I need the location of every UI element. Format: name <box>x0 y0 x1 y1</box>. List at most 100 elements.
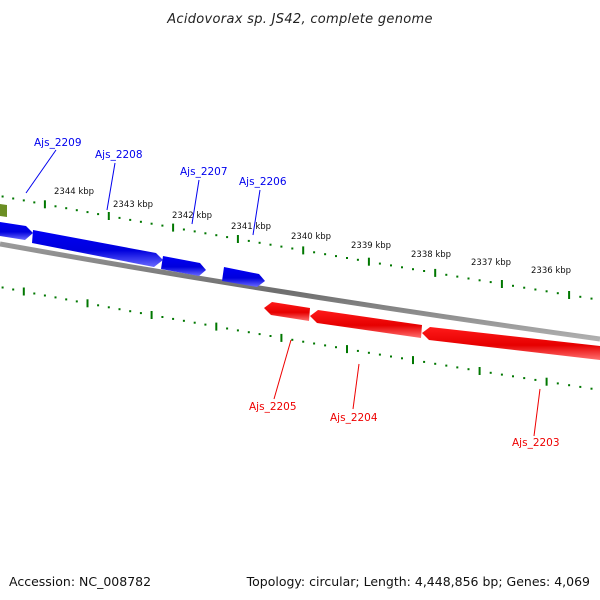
minor-tick <box>33 292 36 295</box>
gene-leader-lines <box>25 149 541 437</box>
minor-tick <box>523 286 526 289</box>
partial-gene-feature <box>0 204 7 217</box>
minor-tick <box>590 387 593 390</box>
minor-tick <box>107 306 110 309</box>
minor-tick <box>534 378 537 381</box>
gene-label-reverse[interactable]: Ajs_2204 <box>330 412 378 424</box>
minor-tick <box>302 340 305 343</box>
outer-scale-ticks <box>1 195 593 300</box>
major-tick <box>280 333 283 342</box>
gene-label-forward[interactable]: Ajs_2208 <box>95 149 143 161</box>
gene-label-reverse[interactable]: Ajs_2205 <box>249 401 297 413</box>
minor-tick <box>313 251 316 254</box>
gene-feature-reverse[interactable] <box>422 327 600 360</box>
minor-tick <box>590 297 593 300</box>
minor-tick <box>118 216 121 219</box>
major-tick <box>367 257 370 266</box>
minor-tick <box>161 224 164 227</box>
minor-tick <box>467 277 470 280</box>
minor-tick <box>97 213 100 216</box>
minor-tick <box>423 360 426 363</box>
major-tick <box>346 345 348 354</box>
minor-tick <box>512 284 514 287</box>
gene-feature-forward[interactable] <box>222 267 265 287</box>
minor-tick <box>65 207 68 210</box>
minor-tick <box>43 294 46 297</box>
gene-feature-forward[interactable] <box>0 222 33 240</box>
major-tick <box>107 212 110 220</box>
gene-feature-reverse[interactable] <box>310 310 422 338</box>
minor-tick <box>356 349 359 352</box>
scale-label: 2336 kbp <box>531 266 571 276</box>
minor-tick <box>512 375 514 378</box>
minor-tick <box>500 373 503 376</box>
minor-tick <box>139 312 142 315</box>
gene-feature-reverse[interactable] <box>264 302 310 321</box>
minor-tick <box>280 245 283 248</box>
minor-tick <box>556 292 559 295</box>
minor-tick <box>247 331 250 334</box>
minor-tick <box>12 197 15 200</box>
minor-tick <box>478 279 481 282</box>
minor-tick <box>226 327 229 330</box>
major-tick <box>43 200 46 209</box>
minor-tick <box>182 228 185 231</box>
scale-label: 2340 kbp <box>291 232 331 242</box>
minor-tick <box>1 195 4 198</box>
minor-tick <box>579 295 582 298</box>
minor-tick <box>324 253 327 256</box>
minor-tick <box>139 220 142 223</box>
gene-feature-forward[interactable] <box>32 230 163 267</box>
major-tick <box>86 299 89 308</box>
minor-tick <box>445 273 448 276</box>
minor-tick <box>1 286 4 289</box>
minor-tick <box>193 321 196 324</box>
gene-label-forward[interactable]: Ajs_2207 <box>180 166 228 178</box>
gene-label-reverse[interactable]: Ajs_2203 <box>512 437 560 449</box>
minor-tick <box>390 264 392 267</box>
minor-tick <box>269 243 272 246</box>
minor-tick <box>579 385 582 388</box>
minor-tick <box>75 300 78 303</box>
minor-tick <box>423 270 426 272</box>
accession-text: Accession: NC_008782 <box>9 574 151 589</box>
minor-tick <box>215 234 218 237</box>
scale-label: 2342 kbp <box>172 211 212 221</box>
map-title: Acidovorax sp. JS42, complete genome <box>166 12 433 27</box>
minor-tick <box>456 275 459 278</box>
major-tick <box>22 287 25 296</box>
minor-tick <box>258 241 261 244</box>
minor-tick <box>367 351 370 354</box>
minor-tick <box>65 298 68 301</box>
minor-tick <box>401 357 403 360</box>
gene-label-forward[interactable]: Ajs_2206 <box>239 176 287 188</box>
minor-tick <box>236 329 239 332</box>
scale-label: 2344 kbp <box>54 187 94 197</box>
scale-label: 2341 kbp <box>231 222 271 232</box>
minor-tick <box>150 222 153 225</box>
gene-label-forward[interactable]: Ajs_2209 <box>34 137 82 149</box>
gene-feature-forward[interactable] <box>161 256 206 276</box>
major-tick <box>412 356 414 365</box>
minor-tick <box>291 338 294 341</box>
minor-tick <box>378 262 381 265</box>
scale-label: 2337 kbp <box>471 258 511 268</box>
minor-tick <box>204 323 207 326</box>
minor-tick <box>129 218 132 221</box>
minor-tick <box>335 346 337 349</box>
minor-tick <box>247 239 250 242</box>
minor-tick <box>568 384 571 387</box>
minor-tick <box>523 377 526 380</box>
scale-label: 2339 kbp <box>351 241 391 251</box>
minor-tick <box>172 317 175 320</box>
major-tick <box>172 223 175 232</box>
minor-tick <box>335 255 337 258</box>
minor-tick <box>193 230 196 233</box>
minor-tick <box>378 353 381 356</box>
gene-labels: Ajs_2209 Ajs_2208 Ajs_2207 Ajs_2206 Ajs_… <box>34 137 560 449</box>
minor-tick <box>489 281 492 284</box>
major-tick <box>568 291 571 299</box>
minor-tick <box>54 205 57 208</box>
scale-label: 2343 kbp <box>113 200 153 210</box>
